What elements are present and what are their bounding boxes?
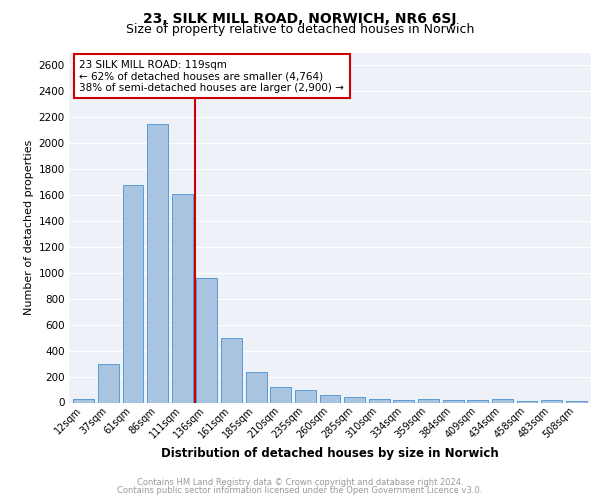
Bar (566, 400, 587, 402)
Bar (418, 400, 439, 402)
Text: Contains public sector information licensed under the Open Government Licence v3: Contains public sector information licen… (118, 486, 482, 495)
Bar (172, 194, 193, 402)
Y-axis label: Number of detached properties: Number of detached properties (25, 140, 34, 315)
Bar (245, 372, 266, 402)
Bar (467, 400, 488, 402)
Bar (443, 400, 464, 402)
Bar (221, 338, 242, 402)
Bar (147, 124, 168, 402)
Bar (196, 278, 217, 402)
Bar (344, 398, 365, 402)
Text: 23 SILK MILL ROAD: 119sqm
← 62% of detached houses are smaller (4,764)
38% of se: 23 SILK MILL ROAD: 119sqm ← 62% of detac… (79, 60, 344, 92)
Bar (295, 390, 316, 402)
Bar (122, 184, 143, 402)
Bar (492, 400, 513, 402)
Text: Contains HM Land Registry data © Crown copyright and database right 2024.: Contains HM Land Registry data © Crown c… (137, 478, 463, 487)
Bar (394, 400, 415, 402)
Bar (517, 401, 538, 402)
Text: 23, SILK MILL ROAD, NORWICH, NR6 6SJ: 23, SILK MILL ROAD, NORWICH, NR6 6SJ (143, 12, 457, 26)
Bar (541, 400, 562, 402)
Bar (98, 364, 119, 403)
Bar (73, 398, 94, 402)
X-axis label: Distribution of detached houses by size in Norwich: Distribution of detached houses by size … (161, 447, 499, 460)
Text: Size of property relative to detached houses in Norwich: Size of property relative to detached ho… (126, 23, 474, 36)
Bar (369, 400, 390, 402)
Bar (270, 387, 291, 402)
Bar (320, 396, 340, 402)
